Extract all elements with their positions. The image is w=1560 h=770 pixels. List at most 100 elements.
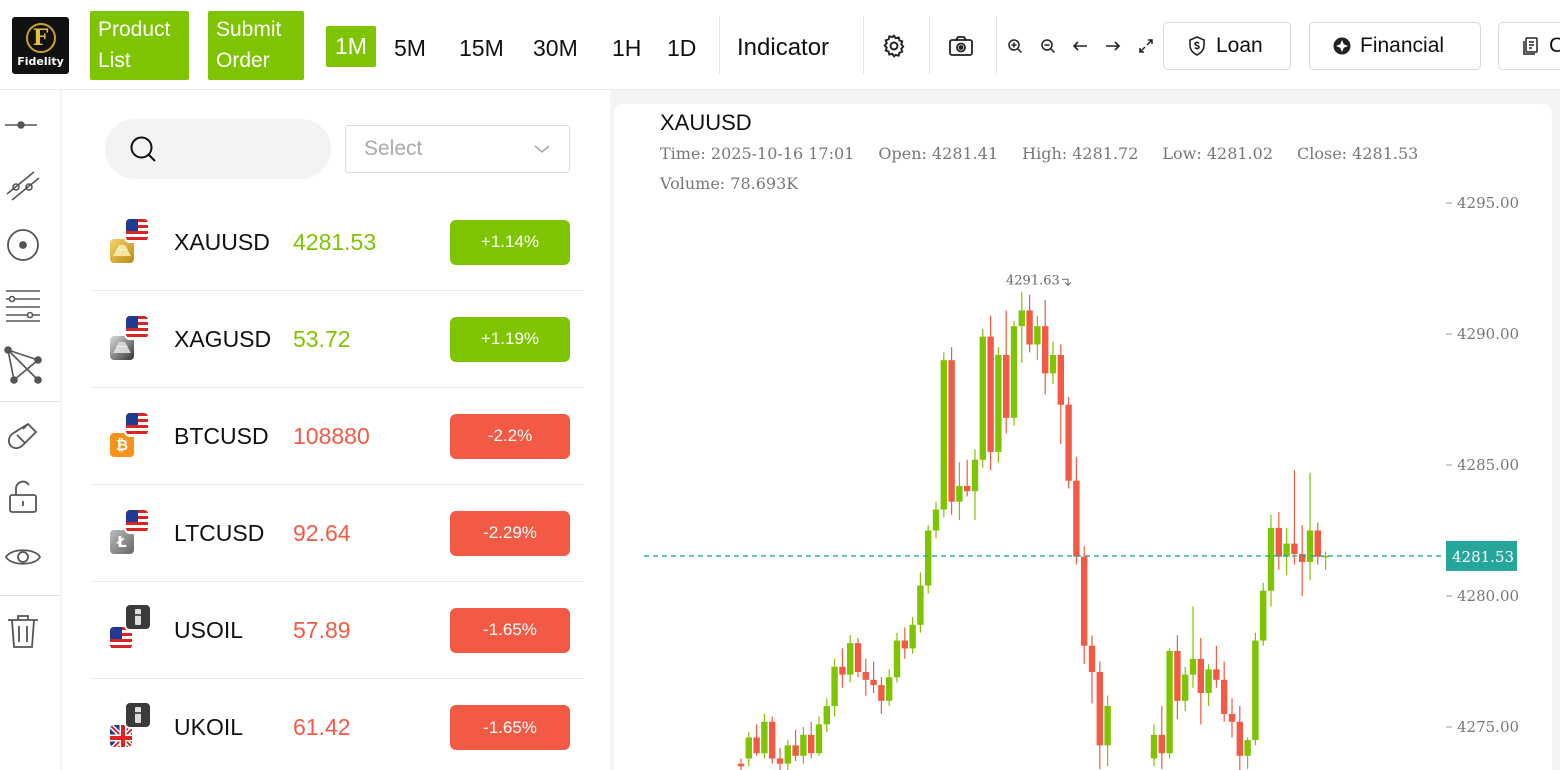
candle-body xyxy=(1073,480,1080,557)
candle-body xyxy=(800,734,807,756)
candle-body xyxy=(1182,674,1189,701)
trend-line-tool-icon[interactable] xyxy=(2,164,44,206)
product-row-usoil[interactable]: USOIL 57.89 -1.65% xyxy=(90,582,584,679)
candle-body xyxy=(761,721,768,754)
candle-body xyxy=(831,666,838,707)
candle-body xyxy=(1049,354,1057,374)
pattern-tool-icon[interactable] xyxy=(2,344,44,386)
candle-body xyxy=(1244,740,1251,756)
candle-body xyxy=(1096,671,1103,746)
product-price: 92.64 xyxy=(293,519,351,546)
product-price: 4281.53 xyxy=(293,228,377,255)
trash-icon[interactable] xyxy=(2,610,44,652)
timeframe-1h[interactable]: 1H xyxy=(612,35,642,61)
chevron-down-icon xyxy=(534,145,550,154)
unlock-icon[interactable] xyxy=(2,476,44,518)
candle-body xyxy=(1197,658,1204,693)
documents-button[interactable]: C xyxy=(1498,22,1560,70)
ohlc-time: Time: 2025-10-16 17:01 xyxy=(660,144,855,163)
search-box[interactable] xyxy=(105,119,331,179)
category-select[interactable]: Select xyxy=(345,125,570,173)
product-icons xyxy=(108,700,168,755)
toolbar-divider xyxy=(929,16,930,74)
settings-gear-icon[interactable] xyxy=(880,32,908,60)
eye-visibility-icon[interactable] xyxy=(2,536,44,578)
top-toolbar: F Fidelity Product List Submit Order 1M … xyxy=(0,0,1560,90)
candle-body xyxy=(1228,713,1236,722)
product-symbol: BTCUSD xyxy=(174,422,269,449)
product-row-ltcusd[interactable]: Ł LTCUSD 92.64 -2.29% xyxy=(90,485,584,582)
candle-body xyxy=(870,679,877,686)
ohlc-close: Close: 4281.53 xyxy=(1297,144,1419,163)
candle-body xyxy=(784,745,791,764)
shield-dollar-icon xyxy=(1189,36,1205,56)
ohlc-low: Low: 4281.02 xyxy=(1162,144,1273,163)
product-row-xauusd[interactable]: XAUUSD 4281.53 +1.14% xyxy=(90,194,584,291)
y-axis-tick-label: 4290.00 xyxy=(1457,325,1519,343)
loan-label: Loan xyxy=(1216,34,1263,57)
horizontal-line-tool-icon[interactable] xyxy=(2,104,44,146)
fibonacci-tool-icon[interactable] xyxy=(2,284,44,326)
oil-barrel-icon xyxy=(124,603,152,631)
product-icons: Ł xyxy=(108,506,168,560)
timeframe-1d[interactable]: 1D xyxy=(667,35,697,61)
product-price: 53.72 xyxy=(293,325,351,352)
candle-body xyxy=(1213,669,1220,680)
candle-body xyxy=(893,640,901,678)
submit-order-button[interactable]: Submit Order xyxy=(208,11,304,80)
litecoin-icon: Ł xyxy=(108,528,136,556)
candle-body xyxy=(1275,527,1282,557)
product-list-panel: Select XAUUSD 4281.53 +1.14% XAGUSD 53.7… xyxy=(62,90,610,770)
candle-body xyxy=(1306,530,1314,562)
product-row-xagusd[interactable]: XAGUSD 53.72 +1.19% xyxy=(90,291,584,388)
product-row-btcusd[interactable]: ₿ BTCUSD 108880 -2.2% xyxy=(90,388,584,485)
candle-body xyxy=(769,721,776,759)
ohlc-info: Time: 2025-10-16 17:01 Open: 4281.41 Hig… xyxy=(660,144,1418,163)
zoom-out-icon[interactable] xyxy=(1039,32,1057,60)
candle-body xyxy=(1018,310,1025,327)
magnet-icon[interactable] xyxy=(2,416,44,458)
logo-text: Fidelity xyxy=(17,55,64,68)
candle-body xyxy=(979,336,986,460)
search-icon xyxy=(130,136,156,162)
indicator-button[interactable]: Indicator xyxy=(737,34,830,61)
timeframe-1m[interactable]: 1M xyxy=(326,26,376,67)
chart-panel[interactable]: 4295.00 4290.00 4285.00 4280.00 4275.00 4281.… xyxy=(614,104,1552,770)
search-input[interactable] xyxy=(167,138,317,160)
fidelity-logo[interactable]: F Fidelity xyxy=(12,17,69,74)
timeframe-30m[interactable]: 30M xyxy=(533,35,578,61)
timeframe-5m[interactable]: 5M xyxy=(394,35,426,61)
product-icons xyxy=(108,603,168,657)
camera-icon[interactable] xyxy=(947,32,975,60)
product-change-badge: -2.29% xyxy=(450,510,570,556)
financial-label: Financial xyxy=(1360,34,1445,57)
loan-button[interactable]: Loan xyxy=(1163,22,1291,70)
candlestick-chart[interactable]: 4295.00 4290.00 4285.00 4280.00 4275.00 4281.… xyxy=(614,104,1552,770)
us-flag-icon xyxy=(124,411,150,437)
timeframe-15m[interactable]: 15M xyxy=(459,35,504,61)
circle-tool-icon[interactable] xyxy=(2,224,44,266)
document-icon xyxy=(1523,37,1538,55)
y-axis-tick-label: 4275.00 xyxy=(1457,718,1519,736)
candle-body xyxy=(995,354,1002,452)
candle-body xyxy=(1042,326,1049,374)
gold-bars-icon xyxy=(108,237,136,265)
drawing-toolbar xyxy=(0,90,60,770)
candle-body xyxy=(1174,651,1181,701)
product-change-badge: +1.14% xyxy=(450,219,570,265)
candle-body xyxy=(886,677,893,701)
fullscreen-icon[interactable] xyxy=(1137,32,1155,60)
financial-button[interactable]: Financial xyxy=(1309,22,1481,70)
toolbar-divider xyxy=(0,401,60,402)
candle-body xyxy=(1057,354,1064,405)
candle-body xyxy=(1267,527,1275,591)
candle-body xyxy=(917,585,924,625)
arrow-left-icon[interactable] xyxy=(1071,32,1089,60)
product-change-badge: +1.19% xyxy=(450,316,570,362)
product-symbol: XAUUSD xyxy=(174,228,270,255)
arrow-right-icon[interactable] xyxy=(1104,32,1122,60)
candle-body xyxy=(1314,530,1321,557)
zoom-in-icon[interactable] xyxy=(1006,32,1024,60)
product-list-button[interactable]: Product List xyxy=(90,11,189,80)
product-row-ukoil[interactable]: UKOIL 61.42 -1.65% xyxy=(90,679,584,770)
